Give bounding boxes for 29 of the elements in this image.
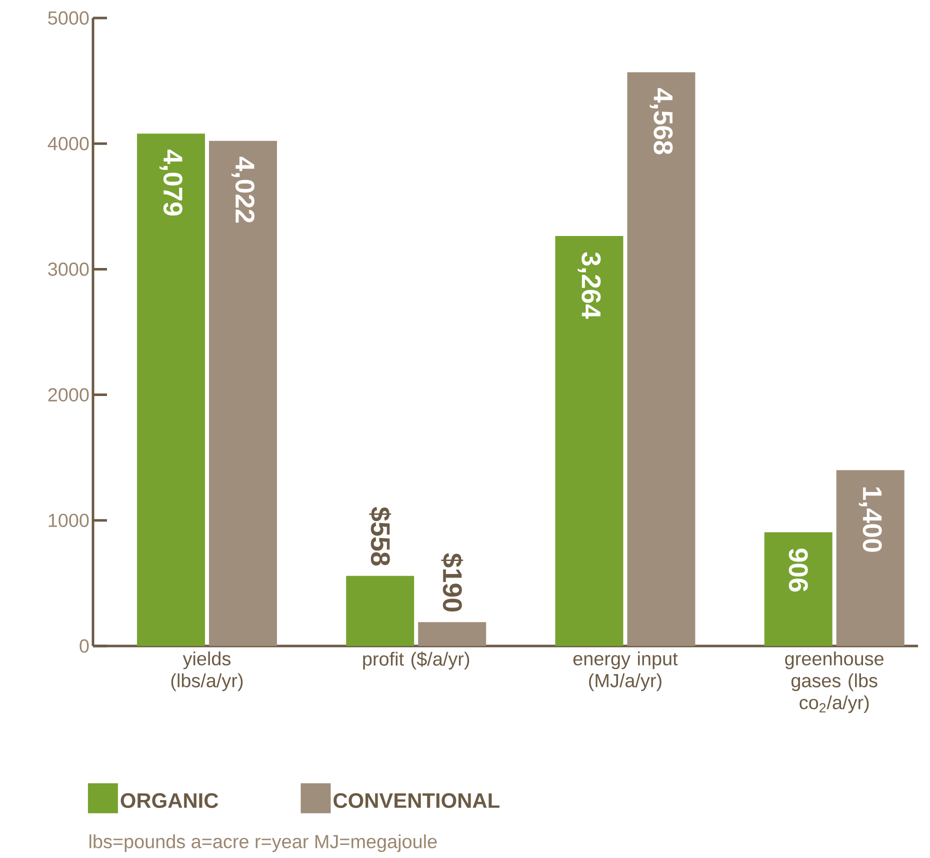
bar (418, 622, 486, 646)
x-tick-label: energy input (MJ/a/yr) (573, 652, 678, 692)
bar (346, 576, 414, 646)
data-label: 4,022 (231, 156, 254, 223)
legend-label: CONVENTIONAL (334, 793, 500, 808)
legend-label: ORGANIC (120, 793, 218, 808)
y-tick-label: 1000 (48, 514, 89, 528)
data-label: 3,264 (578, 252, 601, 319)
data-label: 4,079 (159, 150, 182, 216)
data-label: $558 (369, 506, 392, 566)
x-tick-label: yields (lbs/a/yr) (171, 652, 243, 692)
bar (555, 236, 624, 646)
bar (764, 532, 832, 646)
bar (627, 72, 696, 646)
y-tick-label: 0 (80, 639, 89, 653)
data-label: 1,400 (858, 487, 882, 552)
data-label: $190 (441, 553, 464, 612)
y-tick-label: 5000 (48, 11, 89, 25)
data-label: 4,568 (650, 88, 673, 154)
x-tick-label: greenhouse gases (lbs co$_{2}$/a/yr) (785, 652, 884, 713)
bar (208, 140, 277, 646)
bar (136, 134, 205, 646)
bar (836, 470, 904, 646)
y-tick-label: 2000 (48, 388, 89, 402)
text: lbs=pounds a=acre r=year MJ=megajoule (90, 834, 437, 852)
x-tick-label: profit ($/a/yr) (363, 652, 470, 670)
y-tick-label: 3000 (48, 262, 89, 276)
data-label: 906 (788, 548, 808, 592)
y-tick-label: 4000 (48, 136, 89, 150)
